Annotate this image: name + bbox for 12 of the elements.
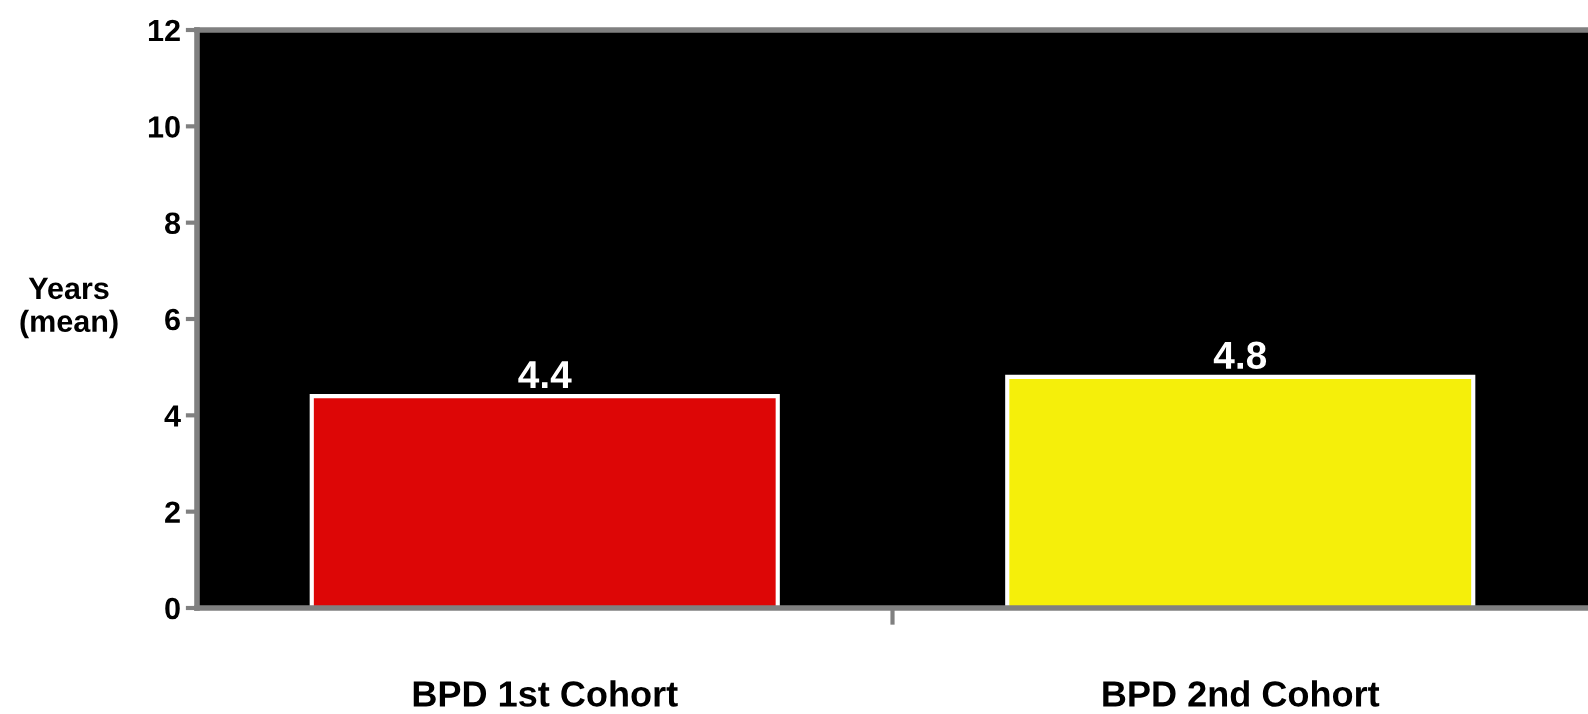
y-tick-label: 2 bbox=[165, 501, 180, 523]
x-tick-label: BPD 1st Cohort bbox=[413, 680, 678, 707]
y-tick-label: 6 bbox=[165, 308, 180, 331]
data-label: 4.8 bbox=[1213, 341, 1267, 370]
y-tick-label: 4 bbox=[164, 405, 181, 427]
y-tick-label: 10 bbox=[148, 116, 180, 138]
data-label: 4.4 bbox=[518, 361, 572, 388]
y-tick-label: 8 bbox=[165, 212, 181, 235]
x-tick-label: BPD 2nd Cohort bbox=[1103, 680, 1380, 707]
y-axis-title: Years (mean) bbox=[20, 277, 118, 339]
y-tick-label: 0 bbox=[165, 597, 180, 620]
y-tick-label: 12 bbox=[148, 19, 180, 42]
